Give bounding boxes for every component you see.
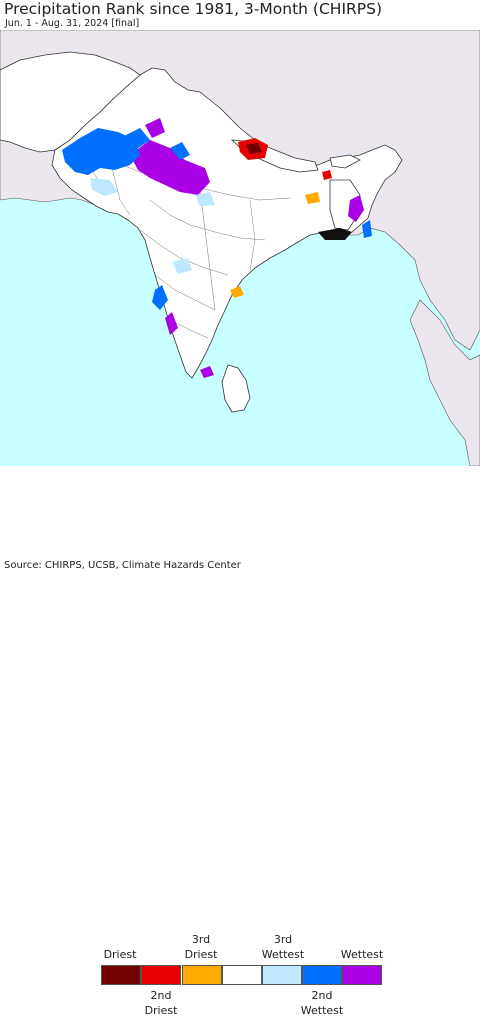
driest-patches bbox=[230, 138, 332, 298]
precipitation-map bbox=[0, 30, 480, 466]
second-wettest-patches bbox=[62, 128, 372, 310]
map-svg bbox=[0, 30, 480, 466]
map-subtitle: Jun. 1 - Aug. 31, 2024 [final] bbox=[5, 18, 140, 29]
legend-swatch-third-driest bbox=[182, 965, 222, 985]
legend: Driest 3rd Driest 3rd Wettest Wettest 2n… bbox=[0, 466, 480, 1017]
legend-swatch-normal bbox=[222, 965, 262, 985]
legend-swatch-second-driest bbox=[141, 965, 181, 985]
legend-swatch-second-wettest bbox=[302, 965, 342, 985]
legend-label-third-wettest: 3rd Wettest bbox=[261, 933, 305, 961]
third-wettest-patches bbox=[90, 178, 215, 274]
legend-label-third-driest: 3rd Driest bbox=[184, 933, 218, 961]
delta-coast bbox=[318, 228, 352, 240]
legend-swatch-wettest bbox=[342, 965, 382, 985]
land-southeast bbox=[409, 299, 480, 466]
source-credit: Source: CHIRPS, UCSB, Climate Hazards Ce… bbox=[4, 560, 241, 571]
sri-lanka bbox=[221, 364, 251, 413]
bhutan-region bbox=[329, 154, 361, 169]
map-title: Precipitation Rank since 1981, 3-Month (… bbox=[4, 0, 383, 18]
legend-label-wettest: Wettest bbox=[340, 948, 384, 961]
afghanistan-region bbox=[0, 51, 141, 153]
legend-swatch-third-wettest bbox=[262, 965, 302, 985]
wettest-patches bbox=[130, 118, 364, 378]
legend-label-second-wettest: 2nd Wettest bbox=[300, 989, 344, 1017]
legend-label-driest: Driest bbox=[103, 948, 137, 961]
legend-swatch-driest bbox=[101, 965, 141, 985]
legend-label-second-driest: 2nd Driest bbox=[144, 989, 178, 1017]
